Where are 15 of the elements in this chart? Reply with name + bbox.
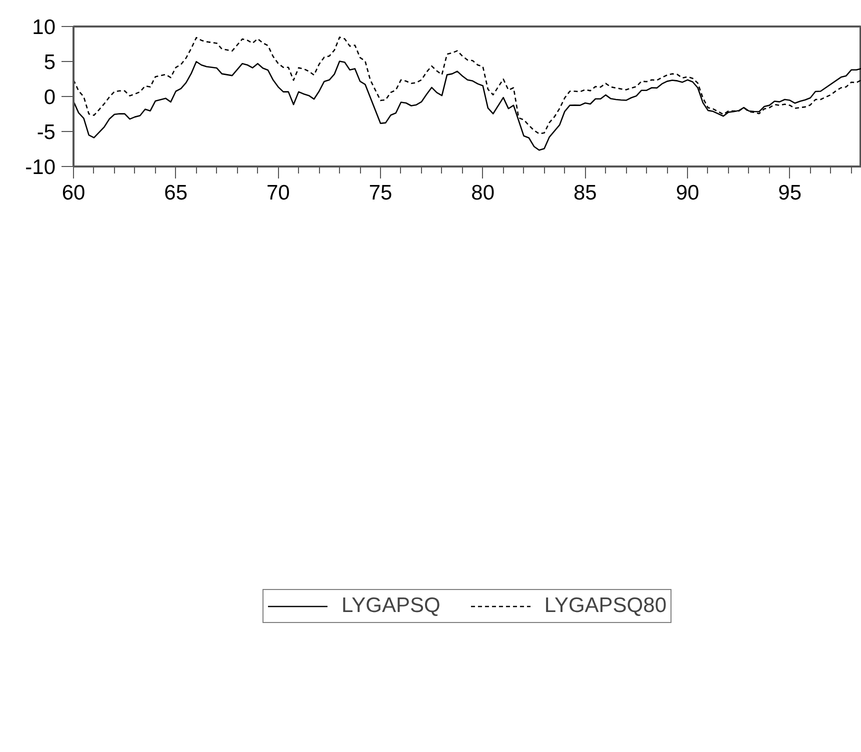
x-tick-label: 80 — [471, 182, 495, 204]
y-tick-label: 0 — [44, 86, 56, 109]
x-tick-label: 60 — [62, 182, 86, 204]
y-tick-label: -10 — [25, 156, 56, 179]
x-tick-label: 75 — [368, 182, 392, 204]
y-tick-label: -5 — [36, 121, 56, 144]
legend-label: LYGAPSQ — [341, 594, 440, 618]
x-tick-label: 85 — [574, 182, 597, 204]
x-tick-label: 70 — [266, 182, 290, 204]
x-tick-label: 65 — [164, 182, 188, 204]
y-tick-label: 10 — [32, 16, 56, 39]
legend-label: LYGAPSQ80 — [544, 594, 667, 618]
x-tick-label: 90 — [676, 182, 700, 204]
y-tick-label: 5 — [44, 51, 56, 74]
x-tick-label: 95 — [778, 182, 802, 204]
